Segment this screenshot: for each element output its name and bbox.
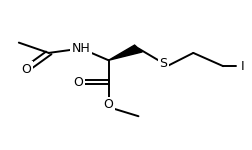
Text: I: I [241, 60, 244, 73]
Text: O: O [104, 98, 113, 111]
Text: NH: NH [72, 42, 90, 55]
Text: O: O [21, 63, 31, 76]
Text: S: S [159, 57, 167, 70]
Text: O: O [74, 76, 84, 89]
Polygon shape [109, 45, 142, 60]
